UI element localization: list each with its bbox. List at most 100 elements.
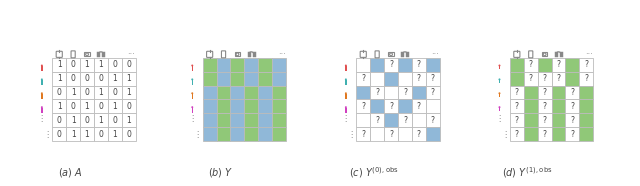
Text: ⋮: ⋮: [501, 130, 509, 139]
Bar: [398, 86, 412, 100]
Text: 0: 0: [126, 60, 131, 69]
Bar: [94, 100, 108, 113]
Text: ⋮: ⋮: [348, 130, 356, 139]
Bar: [345, 80, 347, 83]
Text: ?: ?: [557, 60, 561, 69]
Bar: [191, 66, 193, 69]
Bar: [384, 100, 398, 113]
Bar: [108, 100, 122, 113]
Circle shape: [41, 92, 43, 94]
Text: ?: ?: [570, 88, 575, 97]
Bar: [524, 127, 538, 141]
Bar: [216, 100, 230, 113]
Bar: [203, 127, 216, 141]
Bar: [510, 127, 524, 141]
Circle shape: [41, 78, 43, 80]
Text: 1: 1: [84, 130, 90, 139]
Bar: [412, 86, 426, 100]
Bar: [370, 127, 384, 141]
Bar: [203, 58, 216, 72]
Bar: [538, 58, 552, 72]
Text: 1: 1: [71, 130, 76, 139]
Bar: [244, 58, 259, 72]
Bar: [244, 86, 259, 100]
Text: ⋮: ⋮: [194, 130, 202, 139]
Bar: [52, 127, 66, 141]
Bar: [52, 58, 66, 72]
Text: ?: ?: [403, 88, 407, 97]
Text: $(a)\ A$: $(a)\ A$: [58, 166, 83, 179]
Bar: [499, 80, 500, 83]
Circle shape: [41, 65, 43, 67]
Bar: [552, 100, 566, 113]
Bar: [579, 100, 593, 113]
Text: 1: 1: [126, 88, 131, 97]
Bar: [230, 100, 244, 113]
Bar: [579, 58, 593, 72]
Text: 0: 0: [70, 60, 76, 69]
Circle shape: [345, 92, 347, 94]
Text: ?: ?: [543, 102, 547, 111]
Bar: [66, 127, 80, 141]
Text: 0: 0: [113, 116, 117, 125]
Bar: [41, 80, 43, 83]
Bar: [259, 127, 272, 141]
Text: ···: ···: [585, 50, 593, 59]
Text: ?: ?: [389, 102, 393, 111]
Bar: [566, 113, 579, 127]
Bar: [230, 72, 244, 86]
Bar: [203, 100, 216, 113]
Bar: [191, 94, 193, 97]
Text: $(c)\ Y^{(0),\mathrm{obs}}$: $(c)\ Y^{(0),\mathrm{obs}}$: [349, 166, 399, 180]
Bar: [510, 58, 524, 72]
Bar: [80, 86, 94, 100]
Bar: [80, 113, 94, 127]
Bar: [552, 58, 566, 72]
Bar: [272, 100, 286, 113]
Text: ?: ?: [584, 74, 588, 83]
Text: ⋮: ⋮: [38, 114, 46, 123]
Text: 1: 1: [99, 60, 103, 69]
Text: ?: ?: [529, 60, 532, 69]
Bar: [259, 58, 272, 72]
Bar: [384, 86, 398, 100]
Bar: [84, 52, 90, 56]
Text: ···: ···: [127, 50, 136, 59]
Bar: [345, 108, 347, 111]
Text: ?: ?: [543, 130, 547, 139]
Text: ?: ?: [389, 130, 393, 139]
Bar: [94, 127, 108, 141]
Circle shape: [499, 92, 500, 94]
Circle shape: [345, 78, 347, 80]
Bar: [370, 72, 384, 86]
Bar: [345, 94, 347, 97]
Text: 0: 0: [113, 60, 117, 69]
Bar: [80, 127, 94, 141]
Bar: [345, 66, 347, 69]
Bar: [356, 100, 370, 113]
Bar: [94, 113, 108, 127]
Circle shape: [499, 78, 500, 80]
Text: 0: 0: [57, 116, 61, 125]
Bar: [122, 127, 136, 141]
Bar: [552, 86, 566, 100]
Text: 0: 0: [99, 102, 104, 111]
Bar: [579, 113, 593, 127]
Bar: [52, 100, 66, 113]
Bar: [122, 72, 136, 86]
Bar: [538, 127, 552, 141]
Text: 1: 1: [113, 130, 117, 139]
Text: 0: 0: [84, 116, 90, 125]
Bar: [566, 72, 579, 86]
Circle shape: [499, 65, 500, 67]
Bar: [370, 86, 384, 100]
Text: 0: 0: [126, 130, 131, 139]
Text: ?: ?: [529, 74, 532, 83]
Circle shape: [499, 106, 500, 108]
Text: ?: ?: [543, 116, 547, 125]
Bar: [272, 113, 286, 127]
Bar: [108, 113, 122, 127]
Bar: [52, 86, 66, 100]
Bar: [108, 127, 122, 141]
Bar: [216, 72, 230, 86]
